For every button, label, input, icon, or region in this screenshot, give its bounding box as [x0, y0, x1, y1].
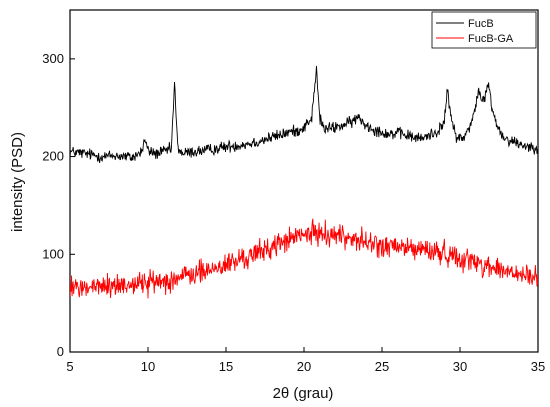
y-tick-label: 100 [42, 246, 64, 261]
tick-layer: 5 10 15 20 25 30 35 0 100 200 300 [42, 51, 545, 374]
x-tick-label: 35 [531, 359, 545, 374]
y-tick-label: 0 [57, 344, 64, 359]
x-tick-label: 5 [66, 359, 73, 374]
series-line-1 [70, 65, 538, 163]
y-tick-label: 300 [42, 51, 64, 66]
x-tick-label: 30 [453, 359, 467, 374]
plot-frame [69, 9, 539, 353]
legend: FucB FucB-GA [431, 11, 537, 49]
x-tick-label: 15 [219, 359, 233, 374]
legend-label: FucB [468, 18, 494, 30]
plot-area [69, 9, 539, 353]
x-tick-label: 20 [297, 359, 311, 374]
y-tick-label: 200 [42, 149, 64, 164]
series-line-2 [70, 218, 538, 299]
legend-label: FucB-GA [468, 33, 514, 45]
x-tick-label: 10 [141, 359, 155, 374]
legend-box [431, 11, 537, 49]
y-axis-label: intensity (PSD) [9, 132, 26, 232]
x-axis-label: 2θ (grau) [273, 385, 334, 402]
x-tick-label: 25 [375, 359, 389, 374]
